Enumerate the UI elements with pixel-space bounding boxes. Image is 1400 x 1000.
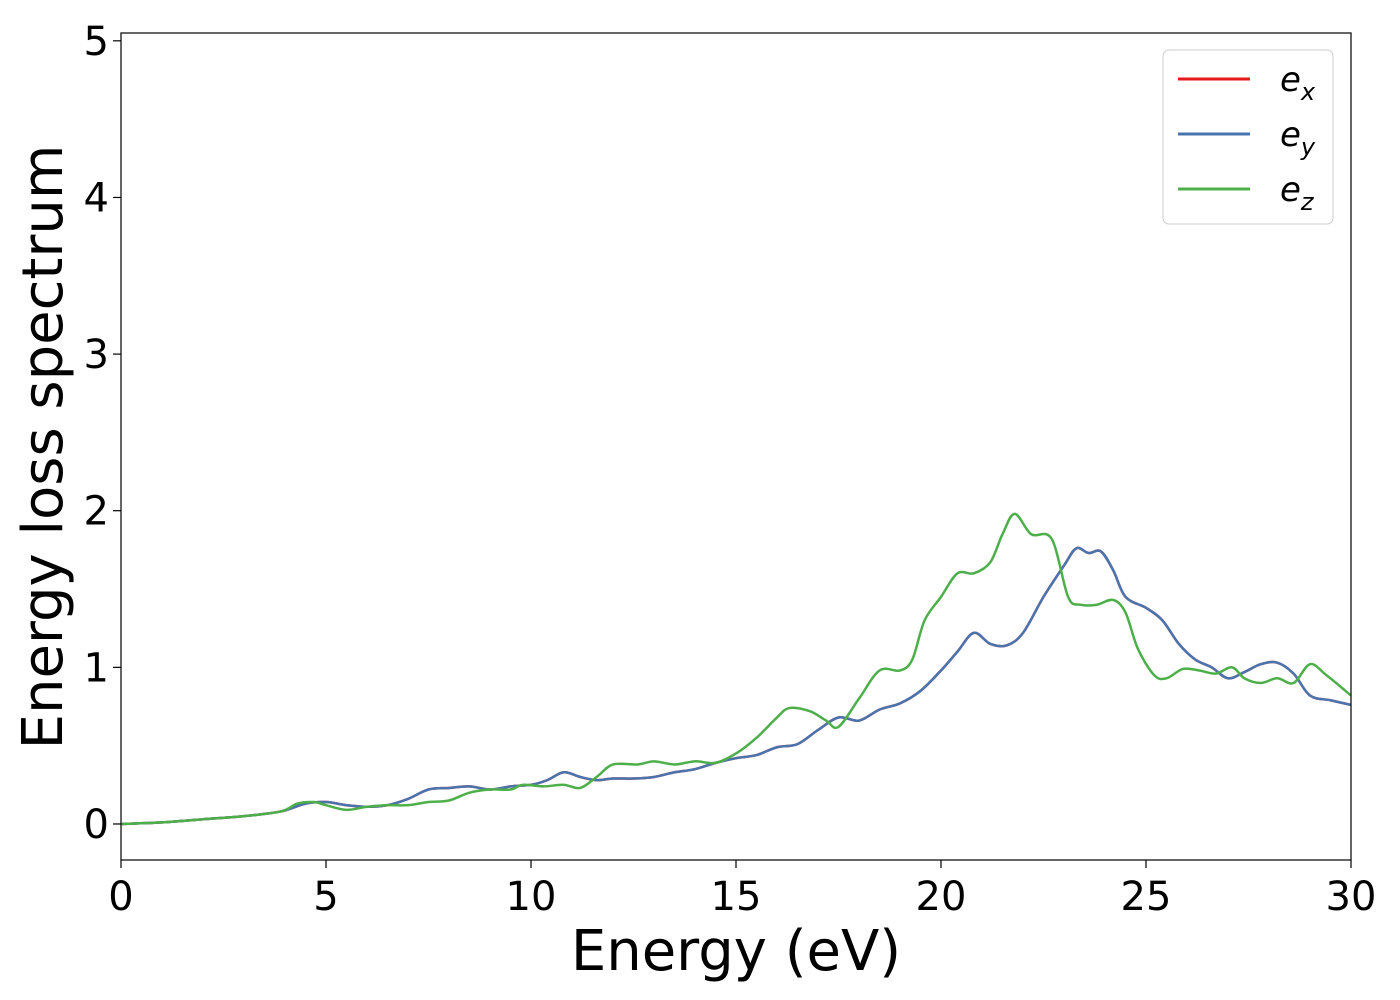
y-tick-label: 5 xyxy=(84,19,109,65)
plot-area xyxy=(121,512,1351,826)
x-tick-label: 30 xyxy=(1326,874,1377,920)
series-line-e-z xyxy=(121,512,1351,826)
legend-label-e-y: ey xyxy=(1280,115,1316,161)
legend-label-e-x: ex xyxy=(1280,60,1316,106)
x-tick-label: 10 xyxy=(506,874,557,920)
x-tick-label: 15 xyxy=(711,874,762,920)
x-axis-title: Energy (eV) xyxy=(571,919,901,984)
y-tick-label: 0 xyxy=(84,802,109,848)
legend-box xyxy=(1162,49,1334,225)
series-lines xyxy=(121,512,1351,826)
y-axis-title: Energy loss spectrum xyxy=(11,145,76,750)
y-tick-label: 4 xyxy=(84,175,109,221)
y-tick-label: 3 xyxy=(84,332,109,378)
legend-label-e-z: ez xyxy=(1280,170,1315,216)
series-line-e-y xyxy=(121,546,1351,826)
axes: 0 5 10 15 20 25 30 0 1 2 3 4 5 xyxy=(84,19,1377,920)
x-tick-label: 0 xyxy=(108,874,133,920)
legend: ex ey ez xyxy=(1162,49,1334,225)
x-tick-label: 5 xyxy=(313,874,338,920)
x-tick-label: 25 xyxy=(1121,874,1172,920)
series-line-e-x xyxy=(121,546,1351,826)
y-tick-label: 2 xyxy=(84,489,109,535)
y-tick-label: 1 xyxy=(84,645,109,691)
x-tick-label: 20 xyxy=(916,874,967,920)
